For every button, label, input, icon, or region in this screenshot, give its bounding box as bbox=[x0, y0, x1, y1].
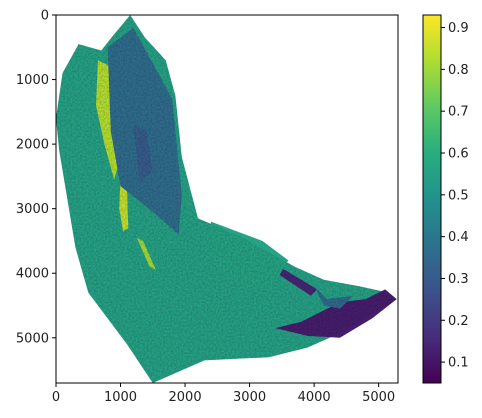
y-axis: 0 1000 2000 3000 4000 5000 bbox=[16, 9, 56, 346]
y-tick-label: 4000 bbox=[16, 267, 49, 282]
y-tick-label: 3000 bbox=[16, 202, 49, 217]
x-tick-label: 3000 bbox=[233, 390, 266, 405]
x-tick-label: 0 bbox=[52, 390, 60, 405]
colorbar-tick-label: 0.2 bbox=[448, 314, 469, 329]
x-tick-label: 4000 bbox=[298, 390, 331, 405]
colorbar-tick-label: 0.6 bbox=[448, 147, 469, 162]
colorbar-gradient bbox=[423, 15, 441, 383]
x-tick-label: 1000 bbox=[104, 390, 137, 405]
colorbar-tick-label: 0.9 bbox=[448, 21, 469, 36]
y-tick-label: 0 bbox=[41, 9, 49, 24]
colorbar-ticks: 0.1 0.2 0.3 0.4 0.5 0.6 0.7 0.8 0.9 bbox=[441, 21, 469, 371]
y-tick-label: 5000 bbox=[16, 331, 49, 346]
colorbar-tick-label: 0.8 bbox=[448, 63, 469, 78]
x-tick-label: 2000 bbox=[169, 390, 202, 405]
x-axis: 0 1000 2000 3000 4000 5000 bbox=[52, 383, 395, 405]
x-tick-label: 5000 bbox=[362, 390, 395, 405]
colorbar-tick-label: 0.7 bbox=[448, 105, 469, 120]
colorbar-tick-label: 0.3 bbox=[448, 272, 469, 287]
axes-frame bbox=[55, 14, 399, 384]
colorbar-tick-label: 0.5 bbox=[448, 188, 469, 203]
raster-texture bbox=[56, 15, 397, 383]
colorbar: 0.1 0.2 0.3 0.4 0.5 0.6 0.7 0.8 0.9 bbox=[422, 14, 469, 384]
y-tick-label: 1000 bbox=[16, 73, 49, 88]
plot-area bbox=[56, 15, 397, 383]
colorbar-tick-label: 0.1 bbox=[448, 356, 469, 371]
y-tick-label: 2000 bbox=[16, 138, 49, 153]
colorbar-frame bbox=[422, 14, 442, 384]
colorbar-tick-label: 0.4 bbox=[448, 230, 469, 245]
